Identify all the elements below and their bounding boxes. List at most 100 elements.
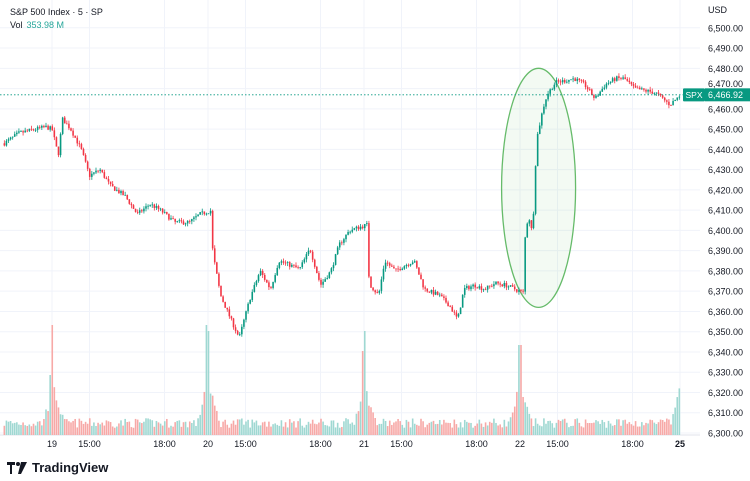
candle-body bbox=[74, 135, 76, 138]
volume-bar bbox=[186, 427, 189, 435]
candle-body bbox=[653, 92, 656, 94]
volume-bar bbox=[345, 418, 347, 435]
candle-body bbox=[393, 266, 395, 269]
volume-bar bbox=[34, 425, 37, 435]
candle-body bbox=[261, 270, 264, 275]
candle-body bbox=[520, 290, 522, 291]
volume-bar bbox=[32, 423, 35, 435]
price-tick-label: 6,440.00 bbox=[708, 145, 743, 155]
volume-bar bbox=[184, 421, 187, 435]
volume-bar bbox=[203, 391, 206, 435]
volume-bar bbox=[570, 426, 572, 435]
candle-body bbox=[622, 77, 624, 79]
price-tick-label: 6,470.00 bbox=[708, 79, 743, 89]
volume-bar bbox=[124, 418, 126, 435]
candle-body bbox=[568, 79, 570, 82]
candle-body bbox=[11, 136, 14, 138]
volume-bar bbox=[243, 424, 245, 435]
candle-body bbox=[16, 132, 18, 135]
candle-body bbox=[38, 126, 41, 128]
volume-bar bbox=[236, 419, 239, 435]
volume-bar bbox=[88, 418, 91, 435]
candle-body bbox=[143, 208, 145, 212]
candle-body bbox=[351, 229, 354, 232]
volume-bar bbox=[578, 422, 581, 435]
candle-body bbox=[7, 139, 10, 141]
volume-bar bbox=[380, 423, 383, 435]
volume-bar bbox=[341, 426, 343, 435]
candle-body bbox=[486, 285, 489, 290]
candle-body bbox=[397, 268, 399, 270]
volume-bar bbox=[445, 422, 447, 435]
volume-bar bbox=[132, 427, 135, 435]
tradingview-brand[interactable]: TradingView bbox=[7, 460, 108, 475]
volume-bar bbox=[120, 420, 122, 435]
volume-bar bbox=[136, 419, 139, 435]
volume-bar bbox=[307, 421, 310, 435]
candle-body bbox=[374, 290, 376, 293]
candle-body bbox=[449, 306, 451, 308]
volume-bar bbox=[193, 420, 195, 435]
candle-body bbox=[18, 131, 20, 133]
candle-body bbox=[426, 288, 429, 292]
candle-body bbox=[253, 284, 256, 292]
candle-body bbox=[645, 89, 647, 92]
volume-bar bbox=[291, 422, 293, 435]
volume-bar bbox=[86, 423, 89, 435]
volume-bar bbox=[103, 425, 106, 435]
volume-bar bbox=[253, 422, 256, 435]
candle-body bbox=[159, 208, 162, 210]
volume-bar bbox=[70, 422, 72, 435]
candle-body bbox=[455, 312, 458, 317]
time-tick-label: 25 bbox=[675, 439, 685, 449]
volume-bar bbox=[95, 426, 97, 435]
volume-bar bbox=[57, 407, 60, 435]
volume-bar bbox=[180, 426, 183, 435]
price-tick-label: 6,500.00 bbox=[708, 23, 743, 33]
candle-body bbox=[286, 262, 289, 263]
volume-bar bbox=[197, 418, 199, 435]
volume-bar bbox=[468, 422, 470, 435]
candle-body bbox=[420, 274, 422, 280]
volume-bar bbox=[232, 420, 235, 435]
volume-bar bbox=[655, 424, 658, 435]
volume-bar bbox=[386, 426, 389, 435]
price-tick-label: 6,350.00 bbox=[708, 327, 743, 337]
volume-bar bbox=[672, 414, 674, 435]
candle-body bbox=[76, 137, 79, 144]
candle-body bbox=[330, 268, 333, 273]
volume-bar bbox=[595, 420, 597, 435]
volume-bar bbox=[249, 427, 251, 435]
candle-body bbox=[384, 262, 387, 269]
volume-bar bbox=[284, 422, 287, 435]
volume-bar bbox=[449, 423, 451, 435]
candle-body bbox=[332, 264, 335, 269]
volume-bar bbox=[536, 423, 539, 435]
volume-bar bbox=[166, 418, 168, 435]
volume-bar bbox=[397, 418, 399, 435]
volume-bar bbox=[678, 388, 681, 435]
candle-body bbox=[643, 88, 645, 90]
volume-bar bbox=[576, 418, 579, 435]
time-tick-label: 15:00 bbox=[78, 439, 101, 449]
volume-bar bbox=[505, 426, 508, 435]
candle-body bbox=[418, 267, 420, 275]
candle-body bbox=[170, 218, 172, 220]
candle-body bbox=[78, 143, 81, 145]
candle-body bbox=[430, 289, 433, 293]
candles bbox=[3, 73, 681, 337]
candle-body bbox=[438, 294, 441, 296]
volume-bar bbox=[195, 425, 197, 435]
candle-body bbox=[441, 294, 443, 297]
candle-body bbox=[572, 78, 574, 80]
volume-bar bbox=[38, 421, 41, 435]
candle-body bbox=[24, 130, 26, 133]
volume-bar bbox=[328, 426, 331, 435]
volume-bar bbox=[555, 422, 558, 435]
candle-body bbox=[255, 281, 258, 285]
candle-body bbox=[647, 89, 649, 92]
price-tick-label: 6,370.00 bbox=[708, 287, 743, 297]
candle-body bbox=[53, 130, 56, 138]
volume-bar bbox=[51, 325, 54, 435]
